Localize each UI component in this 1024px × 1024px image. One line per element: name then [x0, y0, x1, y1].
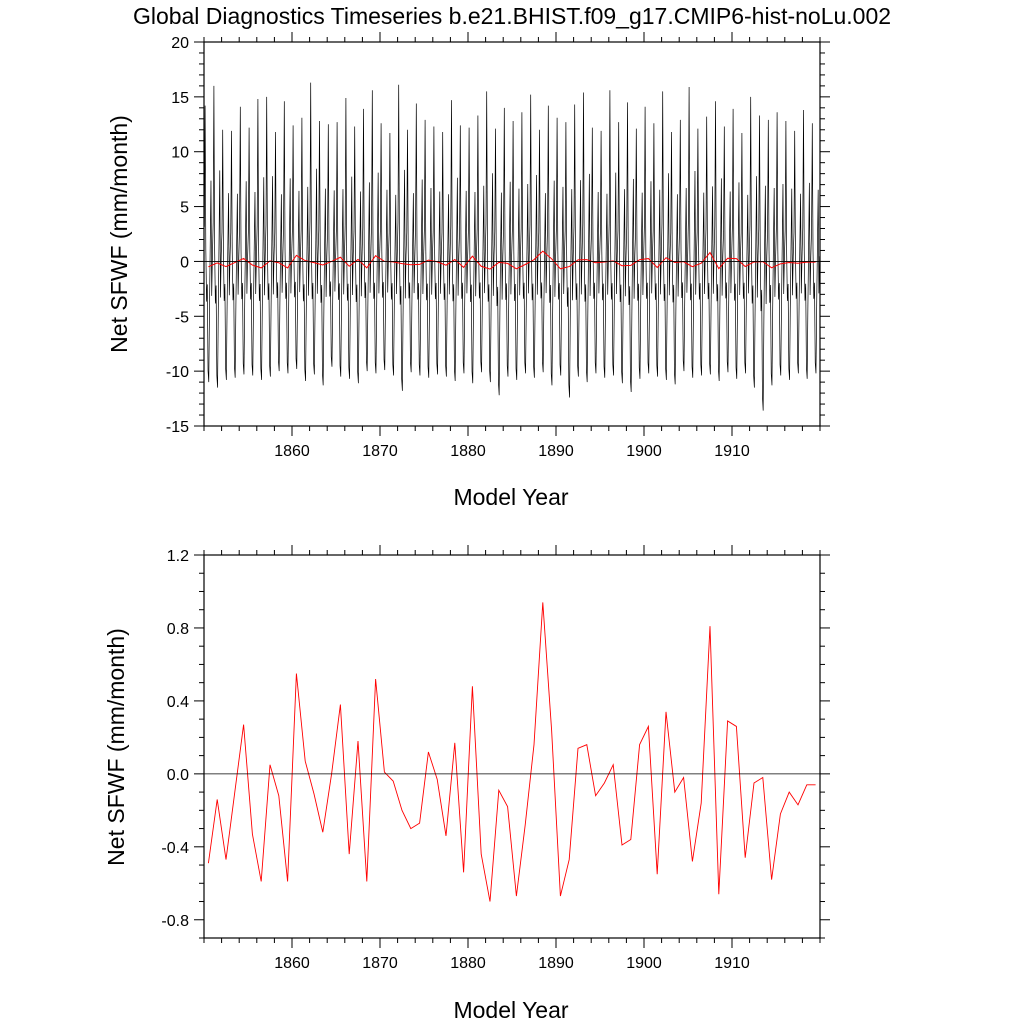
- y-axis-label: Net SFWF (mm/month): [106, 115, 132, 353]
- y-tick-label: 0.0: [167, 767, 189, 784]
- x-tick-label: 1900: [626, 955, 662, 972]
- y-tick-label: -15: [166, 419, 189, 436]
- x-tick-label: 1870: [362, 443, 398, 460]
- x-tick-label: 1880: [450, 443, 486, 460]
- y-tick-label: -10: [166, 364, 189, 381]
- bottom-panel: -0.8 -0.4 0.0 0.4 0.8 1.2 1860 1870 1880 1890 190…: [103, 545, 830, 1023]
- y-tick-labels: -0.8 -0.4 0.0 0.4 0.8 1.2: [161, 548, 189, 930]
- y-tick-label: 0.8: [167, 621, 189, 638]
- monthly-series-line: [204, 82, 820, 411]
- plot-border: [203, 41, 821, 427]
- x-tick-label: 1890: [538, 955, 574, 972]
- x-tick-label: 1910: [714, 443, 750, 460]
- x-tick-label: 1900: [626, 443, 662, 460]
- y-tick-label: 1.2: [167, 548, 189, 565]
- annual-series-line: [207, 602, 816, 902]
- y-axis-label: Net SFWF (mm/month): [103, 628, 129, 866]
- plot-frame: [194, 545, 830, 948]
- y-tick-label: 10: [171, 145, 189, 162]
- plot-border: [203, 554, 821, 939]
- y-tick-label: 15: [171, 90, 189, 107]
- x-tick-label: 1860: [274, 443, 310, 460]
- y-tick-labels: -15 -10 -5 0 5 10 15 20: [166, 35, 189, 436]
- annual-mean-line: [207, 602, 816, 902]
- y-tick-label: -5: [175, 309, 189, 326]
- y-tick-label: 0: [180, 254, 189, 271]
- x-tick-label: 1880: [450, 955, 486, 972]
- monthly-line: [204, 82, 820, 411]
- figure-title: Global Diagnostics Timeseries b.e21.BHIS…: [133, 3, 891, 29]
- y-tick-label: -0.4: [161, 840, 189, 857]
- y-tick-label: 5: [180, 200, 189, 217]
- top-panel: -15 -10 -5 0 5 10 15 20 1860 1870 1880 1890 1900 191…: [106, 32, 830, 510]
- x-tick-label: 1910: [714, 955, 750, 972]
- x-tick-label: 1890: [538, 443, 574, 460]
- x-axis-label: Model Year: [453, 484, 568, 510]
- x-tick-label: 1860: [274, 955, 310, 972]
- plot-frame: [194, 32, 830, 436]
- x-tick-labels: 1860 1870 1880 1890 1900 1910: [274, 443, 750, 460]
- x-tick-label: 1870: [362, 955, 398, 972]
- y-tick-label: 20: [171, 35, 189, 52]
- y-tick-label: -0.8: [161, 913, 189, 930]
- x-axis-label: Model Year: [453, 997, 568, 1023]
- x-tick-labels: 1860 1870 1880 1890 1900 1910: [274, 955, 750, 972]
- y-tick-label: 0.4: [167, 694, 189, 711]
